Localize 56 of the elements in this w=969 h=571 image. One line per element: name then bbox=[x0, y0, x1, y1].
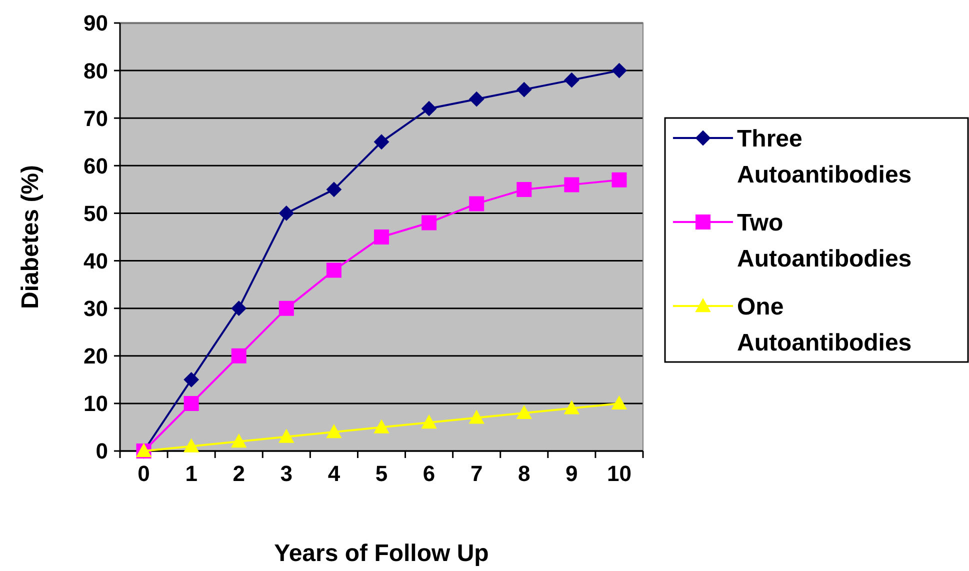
y-tick-label: 10 bbox=[84, 391, 108, 416]
x-tick-label: 7 bbox=[470, 461, 483, 486]
point bbox=[231, 434, 246, 448]
point bbox=[516, 405, 532, 420]
point bbox=[516, 82, 532, 98]
point bbox=[184, 372, 199, 388]
point bbox=[422, 101, 437, 116]
x-tick-label: 2 bbox=[232, 461, 245, 486]
y-tick-label: 80 bbox=[84, 58, 108, 84]
point bbox=[374, 420, 389, 434]
point bbox=[516, 182, 532, 197]
point bbox=[326, 262, 342, 278]
y-tick-label: 60 bbox=[84, 153, 108, 178]
point bbox=[278, 300, 294, 316]
y-axis-title: Diabetes (%) bbox=[17, 164, 44, 310]
point bbox=[612, 396, 627, 410]
x-tick-label: 8 bbox=[518, 461, 530, 486]
y-tick-label: 50 bbox=[84, 200, 108, 226]
point bbox=[564, 400, 580, 414]
point bbox=[612, 63, 627, 78]
legend-label: One Autoantibodies bbox=[737, 293, 912, 356]
x-axis-title: Years of Follow Up bbox=[274, 540, 489, 567]
x-tick-label: 1 bbox=[185, 461, 198, 486]
x-tick-label: 10 bbox=[606, 461, 632, 486]
y-tick-label: 20 bbox=[84, 344, 108, 369]
point bbox=[564, 177, 580, 192]
y-tick-label: 40 bbox=[84, 248, 108, 274]
point bbox=[184, 396, 199, 411]
point bbox=[469, 410, 484, 424]
point bbox=[374, 230, 389, 244]
x-tick-label: 6 bbox=[422, 461, 436, 486]
y-tick-label: 30 bbox=[84, 296, 108, 322]
point bbox=[278, 429, 294, 443]
x-tick-label: 5 bbox=[375, 461, 388, 486]
point bbox=[422, 215, 437, 230]
x-tick-label: 4 bbox=[328, 461, 341, 486]
y-tick-label: 0 bbox=[96, 438, 108, 464]
point bbox=[374, 134, 389, 150]
point bbox=[184, 438, 199, 452]
point bbox=[564, 72, 580, 88]
y-tick-label: 70 bbox=[84, 106, 108, 131]
point bbox=[469, 196, 484, 212]
y-tick-label: 90 bbox=[84, 10, 108, 36]
point bbox=[231, 300, 246, 316]
point bbox=[469, 92, 484, 107]
point bbox=[612, 172, 627, 188]
point bbox=[278, 206, 294, 221]
x-tick-label: 3 bbox=[280, 461, 293, 486]
point bbox=[422, 414, 437, 429]
x-tick-label: 9 bbox=[566, 461, 578, 486]
point bbox=[326, 182, 342, 197]
point bbox=[231, 348, 246, 364]
x-tick-label: 0 bbox=[138, 461, 150, 486]
legend-label: Three Autoantibodies bbox=[737, 125, 912, 188]
point bbox=[326, 424, 342, 438]
legend-label: Two Autoantibodies bbox=[737, 209, 912, 272]
